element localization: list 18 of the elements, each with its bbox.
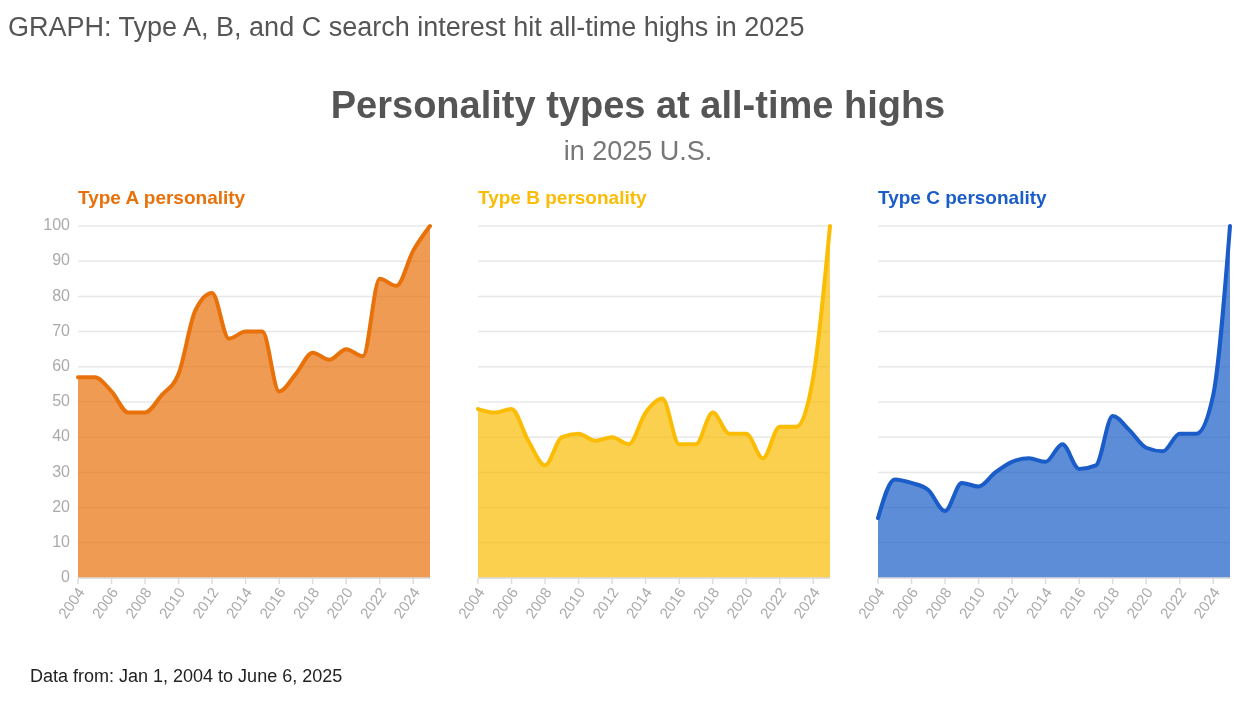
y-tick-label: 20 bbox=[52, 497, 71, 515]
y-tick-label: 60 bbox=[52, 357, 71, 375]
y-tick-label: 70 bbox=[52, 321, 71, 339]
text: in 2025 U.S. bbox=[563, 136, 713, 166]
y-tick-label: 40 bbox=[52, 427, 71, 445]
chart-title: Type A personality bbox=[78, 187, 246, 208]
y-tick-label: 30 bbox=[52, 462, 71, 480]
y-tick-label: 50 bbox=[52, 392, 71, 410]
chart-title: Type B personality bbox=[478, 187, 648, 208]
text: Data from: Jan 1, 2004 to June 6, 2025 bbox=[30, 666, 343, 686]
y-tick-label: 80 bbox=[52, 286, 71, 304]
chart-title: Type C personality bbox=[878, 187, 1048, 208]
y-tick-label: 90 bbox=[52, 251, 71, 269]
text: GRAPH: Type A, B, and C search interest hit all-time highs in 2025 bbox=[8, 12, 805, 42]
y-tick-label: 0 bbox=[61, 568, 71, 586]
y-tick-label: 100 bbox=[43, 216, 71, 234]
y-tick-label: 10 bbox=[52, 533, 71, 551]
text: Personality types at all-time highs bbox=[330, 84, 946, 126]
